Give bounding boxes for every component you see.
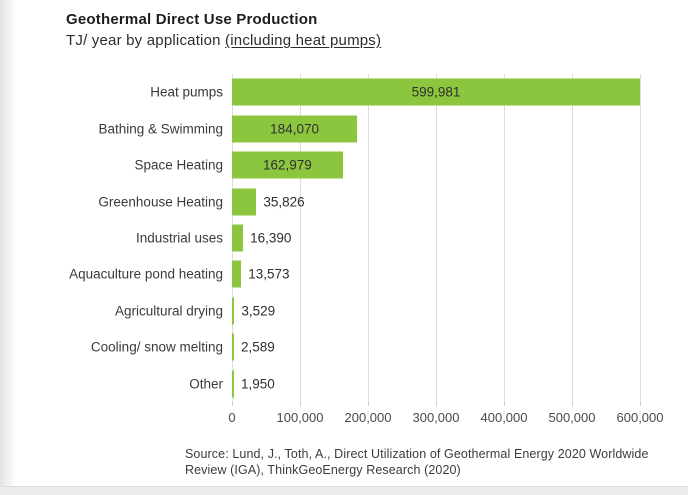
- value-label: 2,589: [241, 339, 275, 355]
- subtitle-underlined-phrase: (including heat pumps): [225, 32, 382, 49]
- value-label: 1,950: [241, 376, 275, 392]
- category-label: Space Heating: [134, 157, 223, 173]
- x-tick-label: 300,000: [412, 410, 460, 425]
- bar-chart: 0 100,000 200,000 300,000 400,000 500,000 600,…: [0, 74, 688, 434]
- category-label: Other: [189, 376, 223, 392]
- bar: [232, 297, 235, 325]
- x-axis-tick: [300, 402, 301, 406]
- bar: [232, 370, 234, 398]
- gridline: [300, 74, 301, 402]
- category-label: Aquaculture pond heating: [69, 266, 223, 282]
- bottom-edge-shade: [0, 486, 688, 495]
- x-tick-label: 400,000: [480, 410, 528, 425]
- x-axis-tick: [640, 402, 641, 406]
- source-line-2: Review (IGA), ThinkGeoEnergy Research (2…: [185, 463, 461, 477]
- x-tick-label: 600,000: [616, 410, 664, 425]
- value-label: 13,573: [248, 266, 290, 282]
- category-label: Agricultural drying: [114, 303, 223, 319]
- x-tick-label: 500,000: [548, 410, 596, 425]
- bar: [232, 224, 244, 252]
- bar: [232, 260, 242, 288]
- category-label: Bathing & Swimming: [98, 121, 223, 137]
- value-label: 599,981: [411, 84, 461, 100]
- x-axis-tick: [436, 402, 437, 406]
- source-line-1: Source: Lund, J., Toth, A., Direct Utili…: [185, 447, 649, 461]
- bar: [232, 151, 343, 179]
- value-label: 16,390: [250, 230, 292, 246]
- category-label: Industrial uses: [135, 230, 223, 246]
- chart-subtitle: TJ/ year by application (including heat …: [66, 32, 381, 49]
- gridline: [640, 74, 641, 402]
- gridline: [368, 74, 369, 402]
- x-axis-tick: [572, 402, 573, 406]
- value-label: 184,070: [270, 121, 319, 137]
- gridline: [436, 74, 437, 402]
- x-axis-tick: [232, 402, 233, 406]
- bar: [232, 115, 358, 143]
- gridline: [572, 74, 573, 402]
- x-tick-label: 0: [228, 410, 236, 425]
- bar: [232, 333, 234, 361]
- category-label: Heat pumps: [150, 84, 223, 100]
- gridline: [504, 74, 505, 402]
- subtitle-prefix: TJ/ year by application: [66, 32, 226, 49]
- value-label: 35,826: [263, 194, 305, 210]
- chart-header: Geothermal Direct Use Production TJ/ yea…: [66, 11, 381, 49]
- source-text: Source: Lund, J., Toth, A., Direct Utili…: [185, 446, 649, 478]
- x-tick-label: 100,000: [276, 410, 324, 425]
- value-label: 3,529: [241, 303, 276, 319]
- chart-title: Geothermal Direct Use Production: [66, 11, 318, 28]
- x-axis-tick: [504, 402, 505, 406]
- category-label: Greenhouse Heating: [98, 194, 223, 210]
- x-axis-tick: [368, 402, 369, 406]
- value-label: 162,979: [263, 157, 312, 173]
- category-label: Cooling/ snow melting: [90, 339, 223, 355]
- bar: [232, 188, 257, 216]
- x-tick-label: 200,000: [344, 410, 392, 425]
- bar: [232, 78, 640, 106]
